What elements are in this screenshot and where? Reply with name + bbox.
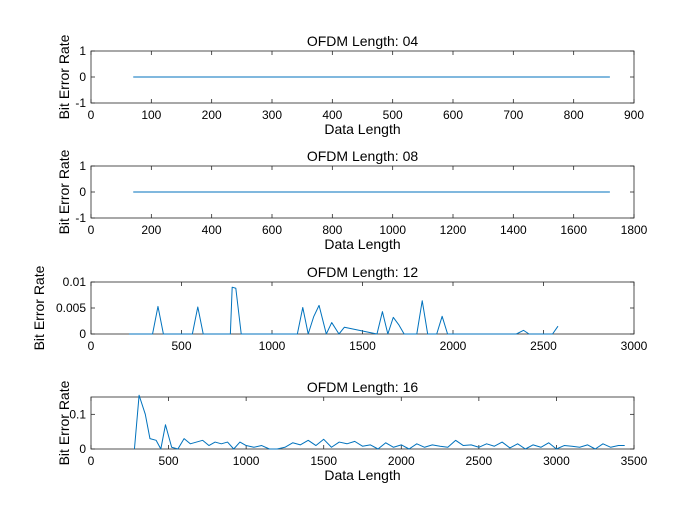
x-tick-label: 2500 <box>466 454 493 468</box>
x-tick-label: 200 <box>141 223 161 237</box>
x-axis-label: Data Length <box>324 236 400 252</box>
x-tick-label: 700 <box>503 108 523 122</box>
x-tick-label: 1800 <box>621 223 648 237</box>
x-tick-label: 500 <box>171 339 191 353</box>
y-tick-label: -1 <box>75 96 86 110</box>
y-tick-label: 0 <box>79 442 86 456</box>
x-tick-label: 200 <box>202 108 222 122</box>
x-tick-label: 500 <box>383 108 403 122</box>
y-tick-label: 0.005 <box>56 301 86 315</box>
y-tick-label: 0 <box>79 185 86 199</box>
x-tick-label: 300 <box>262 108 282 122</box>
x-tick-label: 2000 <box>440 339 467 353</box>
x-tick-label: 3000 <box>621 339 648 353</box>
x-tick-label: 1000 <box>233 454 260 468</box>
subplot-title: OFDM Length: 08 <box>307 148 418 164</box>
y-axis-label: Bit Error Rate <box>56 149 72 234</box>
x-tick-label: 1600 <box>560 223 587 237</box>
y-tick-label: 1 <box>79 159 86 173</box>
x-tick-label: 1000 <box>259 339 286 353</box>
x-tick-label: 800 <box>564 108 584 122</box>
y-tick-label: 0.1 <box>69 407 86 421</box>
y-tick-label: 0.01 <box>63 275 87 289</box>
x-tick-label: 0 <box>88 339 95 353</box>
x-tick-label: 1500 <box>349 339 376 353</box>
subplot-3: 0 500 1000 1500 2000 2500 3000 0 0.005 0.01 OFDM L… <box>31 264 648 353</box>
x-tick-label: 1500 <box>310 454 337 468</box>
x-tick-label: 400 <box>202 223 222 237</box>
x-tick-label: 2000 <box>388 454 415 468</box>
x-tick-label: 0 <box>88 223 95 237</box>
y-tick-label: -1 <box>75 211 86 225</box>
x-tick-label: 0 <box>88 454 95 468</box>
subplot-title: OFDM Length: 16 <box>307 379 418 395</box>
x-tick-label: 1000 <box>379 223 406 237</box>
x-axis-label: Data Length <box>324 121 400 137</box>
subplot-2: 0 200 400 600 800 1000 1200 1400 1600 1800-101OFD… <box>56 148 648 252</box>
x-tick-label: 0 <box>88 108 95 122</box>
x-tick-label: 3500 <box>621 454 648 468</box>
subplot-title: OFDM Length: 12 <box>307 264 418 280</box>
series-line-1 <box>133 394 625 450</box>
y-axis-label: Bit Error Rate <box>56 34 72 119</box>
series-line-1 <box>129 286 559 335</box>
x-tick-label: 100 <box>141 108 161 122</box>
y-tick-label: 1 <box>79 44 86 58</box>
subplot-4: 0 500 1000 1500 2000 2500 3000 3500 0 0.1 OFDM Len… <box>56 379 648 483</box>
subplot-title: OFDM Length: 04 <box>307 33 418 49</box>
x-tick-label: 2500 <box>530 339 557 353</box>
x-tick-label: 500 <box>159 454 179 468</box>
y-axis-label: Bit Error Rate <box>56 380 72 465</box>
x-tick-label: 600 <box>443 108 463 122</box>
y-tick-label: 0 <box>79 327 86 341</box>
x-tick-label: 1200 <box>440 223 467 237</box>
x-tick-label: 900 <box>624 108 644 122</box>
x-tick-label: 3000 <box>543 454 570 468</box>
y-axis-label: Bit Error Rate <box>31 265 47 350</box>
x-tick-label: 1400 <box>500 223 527 237</box>
axes-box <box>90 396 635 450</box>
y-tick-label: 0 <box>79 70 86 84</box>
x-tick-label: 600 <box>262 223 282 237</box>
x-tick-label: 800 <box>322 223 342 237</box>
x-tick-label: 400 <box>322 108 342 122</box>
x-axis-label: Data Length <box>324 467 400 483</box>
axes-box <box>90 281 635 335</box>
